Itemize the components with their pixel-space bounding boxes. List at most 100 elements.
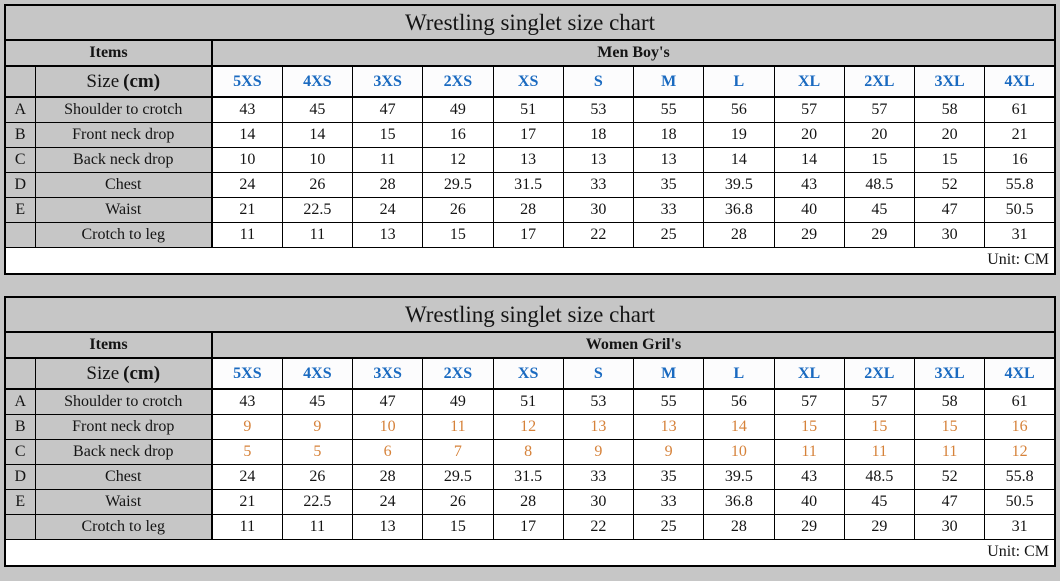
table-row: C Back neck drop 5 5 6 7 8 9 9 10 11 11 11 12 [4, 438, 1056, 465]
row-item-label: Front neck drop [34, 413, 213, 440]
unit-label: Unit: CM [4, 246, 1056, 275]
size-value-cell: 13 [562, 413, 635, 440]
size-value-cell: 11 [351, 146, 424, 173]
size-value-cell: 14 [211, 121, 283, 148]
size-value-cell: 56 [703, 96, 775, 123]
size-value-cell: 39.5 [703, 463, 775, 490]
size-value-cell: 45 [281, 388, 354, 415]
size-value-cell: 26 [422, 488, 494, 515]
size-value-cell: 29 [843, 221, 916, 248]
size-value-cell: 29.5 [422, 171, 494, 198]
size-value-cell: 14 [703, 146, 775, 173]
row-item-label: Front neck drop [34, 121, 213, 148]
size-value-cell: 57 [773, 96, 845, 123]
size-value-cell: 49 [422, 96, 494, 123]
row-item-label: Chest [34, 463, 213, 490]
size-col-header: XL [773, 65, 845, 98]
size-value-cell: 11 [211, 513, 283, 540]
size-col-header: 4XL [984, 65, 1056, 98]
men-size-table: Wrestling singlet size chart Items Men Boy… [4, 4, 1056, 275]
size-value-cell: 17 [492, 513, 564, 540]
size-value-cell: 13 [632, 413, 705, 440]
size-value-cell: 15 [422, 513, 494, 540]
size-value-cell: 13 [632, 146, 705, 173]
row-letter: A [4, 388, 36, 415]
size-value-cell: 29.5 [422, 463, 494, 490]
table-row: E Waist 21 22.5 24 26 28 30 33 36.8 40 45 47 50.5 [4, 196, 1056, 223]
size-value-cell: 10 [351, 413, 424, 440]
size-value-cell: 26 [422, 196, 494, 223]
size-row-letter-spacer [4, 357, 36, 390]
table-row: A Shoulder to crotch 43 45 47 49 51 53 55 56 57 57 5… [4, 388, 1056, 415]
size-label-unit: (cm) [123, 70, 161, 92]
size-value-cell: 55 [632, 388, 705, 415]
size-col-header: S [562, 65, 635, 98]
size-value-cell: 36.8 [703, 196, 775, 223]
size-row-label: Size (cm) [34, 65, 213, 98]
size-col-header: 3XL [913, 357, 986, 390]
size-row-label: Size (cm) [34, 357, 213, 390]
size-value-cell: 47 [351, 388, 424, 415]
row-item-label: Crotch to leg [34, 513, 213, 540]
size-value-cell: 31 [984, 513, 1056, 540]
size-value-cell: 58 [913, 96, 986, 123]
row-item-label: Waist [34, 488, 213, 515]
size-value-cell: 9 [632, 438, 705, 465]
row-letter: A [4, 96, 36, 123]
size-value-cell: 52 [913, 171, 986, 198]
size-value-cell: 15 [843, 413, 916, 440]
size-value-cell: 57 [843, 96, 916, 123]
size-value-cell: 9 [281, 413, 354, 440]
size-value-cell: 13 [351, 513, 424, 540]
size-value-cell: 28 [351, 171, 424, 198]
size-value-cell: 29 [773, 513, 845, 540]
size-value-cell: 11 [281, 221, 354, 248]
row-item-label: Waist [34, 196, 213, 223]
size-value-cell: 35 [632, 463, 705, 490]
size-value-cell: 24 [351, 196, 424, 223]
size-value-cell: 24 [211, 171, 283, 198]
row-letter: C [4, 438, 36, 465]
size-value-cell: 45 [843, 196, 916, 223]
size-value-cell: 51 [492, 388, 564, 415]
size-value-cell: 13 [492, 146, 564, 173]
table-row: A Shoulder to crotch 43 45 47 49 51 53 55 56 57 57 5… [4, 96, 1056, 123]
size-value-cell: 14 [281, 121, 354, 148]
size-value-cell: 56 [703, 388, 775, 415]
size-value-cell: 45 [281, 96, 354, 123]
row-item-label: Back neck drop [34, 438, 213, 465]
group-header: Women Gril's [211, 331, 1056, 359]
size-value-cell: 15 [913, 413, 986, 440]
size-value-cell: 45 [843, 488, 916, 515]
size-col-header: XS [492, 65, 564, 98]
size-value-cell: 13 [562, 146, 635, 173]
size-value-cell: 29 [843, 513, 916, 540]
size-value-cell: 47 [913, 488, 986, 515]
size-value-cell: 49 [422, 388, 494, 415]
size-value-cell: 11 [281, 513, 354, 540]
size-col-header: 2XS [422, 65, 494, 98]
size-value-cell: 16 [422, 121, 494, 148]
size-value-cell: 28 [703, 221, 775, 248]
size-value-cell: 39.5 [703, 171, 775, 198]
size-value-cell: 53 [562, 388, 635, 415]
size-value-cell: 17 [492, 221, 564, 248]
size-value-cell: 20 [913, 121, 986, 148]
items-header: Items [4, 331, 213, 359]
size-value-cell: 30 [562, 196, 635, 223]
size-value-cell: 26 [281, 171, 354, 198]
row-letter: B [4, 121, 36, 148]
table-row: Size (cm) 5XS 4XS 3XS 2XS XS S M L XL 2XL 3XL 4XL [4, 65, 1056, 98]
size-col-header: 5XS [211, 65, 283, 98]
size-value-cell: 22.5 [281, 196, 354, 223]
size-value-cell: 52 [913, 463, 986, 490]
size-value-cell: 28 [492, 196, 564, 223]
size-value-cell: 20 [773, 121, 845, 148]
size-value-cell: 22 [562, 513, 635, 540]
size-value-cell: 43 [211, 96, 283, 123]
table-row: D Chest 24 26 28 29.5 31.5 33 35 39.5 43 48.5 52 55.8 [4, 463, 1056, 490]
table-row: Unit: CM [4, 538, 1056, 567]
size-value-cell: 21 [984, 121, 1056, 148]
size-value-cell: 5 [211, 438, 283, 465]
table-row: Size (cm) 5XS 4XS 3XS 2XS XS S M L XL 2XL 3XL 4XL [4, 357, 1056, 390]
